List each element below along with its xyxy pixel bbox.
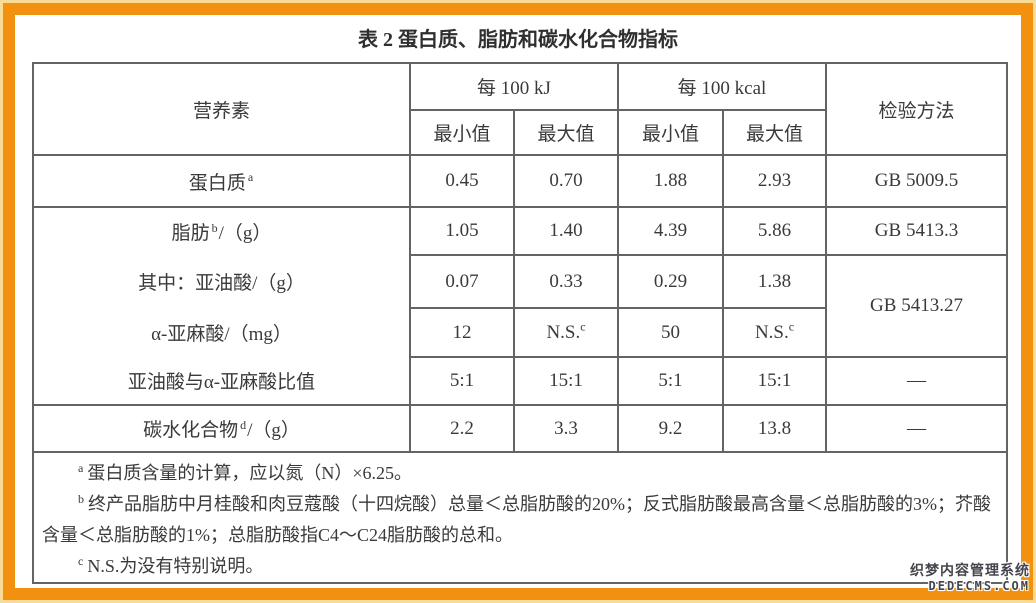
label-unit: /（g） bbox=[218, 223, 272, 244]
cell-kcal-max: N.S.c bbox=[722, 307, 827, 358]
cell-kj-min: 2.2 bbox=[409, 404, 515, 453]
footnotes-row: a 蛋白质含量的计算，应以氮（N）×6.25。 b 终产品脂肪中月桂酸和肉豆蔻酸（十… bbox=[32, 451, 1008, 584]
cell-kcal-min: 1.88 bbox=[617, 154, 724, 208]
cell-footnote-mark: c bbox=[788, 319, 795, 334]
footnote-text: 终产品脂肪中月桂酸和肉豆蔻酸（十四烷酸）总量＜总脂肪酸的20%；反式脂肪酸最高含… bbox=[42, 494, 991, 545]
label-footnote-mark: b bbox=[211, 220, 218, 235]
cell-kcal-max: 5.86 bbox=[722, 206, 827, 256]
cell-kcal-min: 50 bbox=[617, 307, 724, 358]
cms-watermark: 织梦内容管理系统 DEDECMS.COM bbox=[910, 563, 1030, 594]
table-title: 表 2 蛋白质、脂肪和碳水化合物指标 bbox=[358, 29, 678, 51]
row-label-protein: 蛋白质 a bbox=[32, 154, 411, 208]
cell-kj-min: 0.45 bbox=[409, 154, 515, 208]
nutrition-table: 营养素 每 100 kJ 每 100 kcal 检验方法 最小值 最大值 最小值… bbox=[32, 62, 1008, 584]
header-row-2: 最小值 最大值 最小值 最大值 bbox=[33, 109, 1007, 156]
footnotes-cell: a 蛋白质含量的计算，应以氮（N）×6.25。 b 终产品脂肪中月桂酸和肉豆蔻酸（十… bbox=[32, 451, 1008, 584]
header-per-100kj: 每 100 kJ bbox=[409, 62, 619, 111]
header-method: 检验方法 bbox=[825, 62, 1008, 156]
header-nutrient: 营养素 bbox=[32, 62, 411, 156]
header-row-1: 营养素 每 100 kJ 每 100 kcal 检验方法 bbox=[32, 62, 1008, 156]
cell-kj-max: 3.3 bbox=[513, 404, 619, 453]
row-label-fat: 脂肪 b/（g） bbox=[32, 206, 411, 255]
footnote-b: b 终产品脂肪中月桂酸和肉豆蔻酸（十四烷酸）总量＜总脂肪酸的20%；反式脂肪酸最高… bbox=[42, 489, 996, 551]
cell-kj-min: 5:1 bbox=[409, 356, 515, 406]
cell-kcal-min: 4.39 bbox=[617, 206, 724, 256]
cell-kj-max: 0.33 bbox=[513, 254, 619, 309]
row-linoleic-acid: 其中：亚油酸/（g） 0.07 0.33 0.29 1.38 GB 5413.2… bbox=[32, 254, 1008, 358]
footnote-text: 蛋白质含量的计算，应以氮（N）×6.25。 bbox=[87, 463, 412, 483]
row-fat: 脂肪 b/（g） 1.05 1.40 4.39 5.86 GB 5413.3 bbox=[32, 206, 1008, 256]
watermark-line2: DEDECMS.COM bbox=[928, 579, 1030, 593]
header-kcal-max: 最大值 bbox=[722, 109, 827, 156]
cell-footnote-mark: c bbox=[580, 319, 586, 334]
footnote-mark: a bbox=[78, 461, 84, 475]
cell-kcal-min: 0.29 bbox=[617, 254, 724, 309]
row-label-alpha-linolenic-acid: α-亚麻酸/（mg） bbox=[32, 308, 411, 357]
cell-kj-min: 12 bbox=[409, 307, 515, 358]
row-label-linoleic-acid: 其中：亚油酸/（g） bbox=[32, 255, 411, 308]
label-footnote-mark: a bbox=[247, 170, 254, 185]
header-kcal-min: 最小值 bbox=[617, 109, 724, 156]
row-ratio: 亚油酸与α-亚麻酸比值 5:1 15:1 5:1 15:1 — bbox=[32, 356, 1008, 406]
cell-value: N.S. bbox=[754, 321, 789, 343]
cell-kj-min: 1.05 bbox=[409, 206, 515, 256]
cell-kj-min: 0.07 bbox=[409, 254, 515, 309]
footnote-a: a 蛋白质含量的计算，应以氮（N）×6.25。 bbox=[42, 458, 996, 489]
header-per-100kcal: 每 100 kcal bbox=[617, 62, 827, 111]
label-text: 其中：亚油酸/（g） bbox=[138, 273, 305, 294]
cell-kj-max: N.S.c bbox=[513, 307, 619, 358]
cell-method: — bbox=[825, 356, 1008, 406]
cell-kcal-max: 1.38 bbox=[722, 254, 827, 309]
cell-method: GB 5009.5 bbox=[825, 154, 1008, 208]
footnote-text: N.S.为没有特别说明。 bbox=[87, 556, 264, 576]
cell-method: GB 5413.3 bbox=[825, 206, 1008, 256]
label-footnote-mark: d bbox=[240, 417, 247, 432]
label-text: 亚油酸与α-亚麻酸比值 bbox=[127, 372, 316, 393]
footnote-mark: c bbox=[78, 554, 84, 568]
header-kj-min: 最小值 bbox=[409, 109, 515, 156]
footnote-mark: b bbox=[78, 492, 84, 506]
cell-kcal-max: 15:1 bbox=[722, 356, 827, 406]
row-label-ratio: 亚油酸与α-亚麻酸比值 bbox=[32, 357, 411, 406]
header-kj-max: 最大值 bbox=[513, 109, 619, 156]
document-sheet: 表 2 蛋白质、脂肪和碳水化合物指标 营养素 每 100 kJ 每 100 kc… bbox=[15, 15, 1021, 588]
cell-kj-max: 0.70 bbox=[513, 154, 619, 208]
cell-kj-max: 1.40 bbox=[513, 206, 619, 256]
cell-method: GB 5413.27 bbox=[825, 254, 1008, 358]
row-carbohydrate: 碳水化合物 d/（g） 2.2 3.3 9.2 13.8 — bbox=[32, 404, 1008, 453]
row-protein: 蛋白质 a 0.45 0.70 1.88 2.93 GB 5009.5 bbox=[32, 154, 1008, 208]
label-text: 碳水化合物 bbox=[143, 420, 239, 441]
cell-kcal-max: 13.8 bbox=[722, 404, 827, 453]
footnote-c: c N.S.为没有特别说明。 bbox=[42, 551, 996, 581]
cell-kcal-min: 5:1 bbox=[617, 356, 724, 406]
row-label-carbohydrate: 碳水化合物 d/（g） bbox=[32, 404, 411, 453]
cell-kcal-min: 9.2 bbox=[617, 404, 724, 453]
cell-value: N.S. bbox=[546, 321, 581, 343]
label-text: 蛋白质 bbox=[188, 172, 246, 194]
cell-kcal-max: 2.93 bbox=[722, 154, 827, 208]
cell-method: — bbox=[825, 404, 1008, 453]
label-unit: /（g） bbox=[247, 420, 300, 441]
label-text: α-亚麻酸/（mg） bbox=[151, 324, 292, 345]
label-text: 脂肪 bbox=[171, 223, 210, 244]
cell-kj-max: 15:1 bbox=[513, 356, 619, 406]
row-alpha-linolenic-acid: α-亚麻酸/（mg） 12 N.S.c 50 N.S.c bbox=[32, 307, 1007, 358]
watermark-line1: 织梦内容管理系统 bbox=[910, 563, 1030, 579]
